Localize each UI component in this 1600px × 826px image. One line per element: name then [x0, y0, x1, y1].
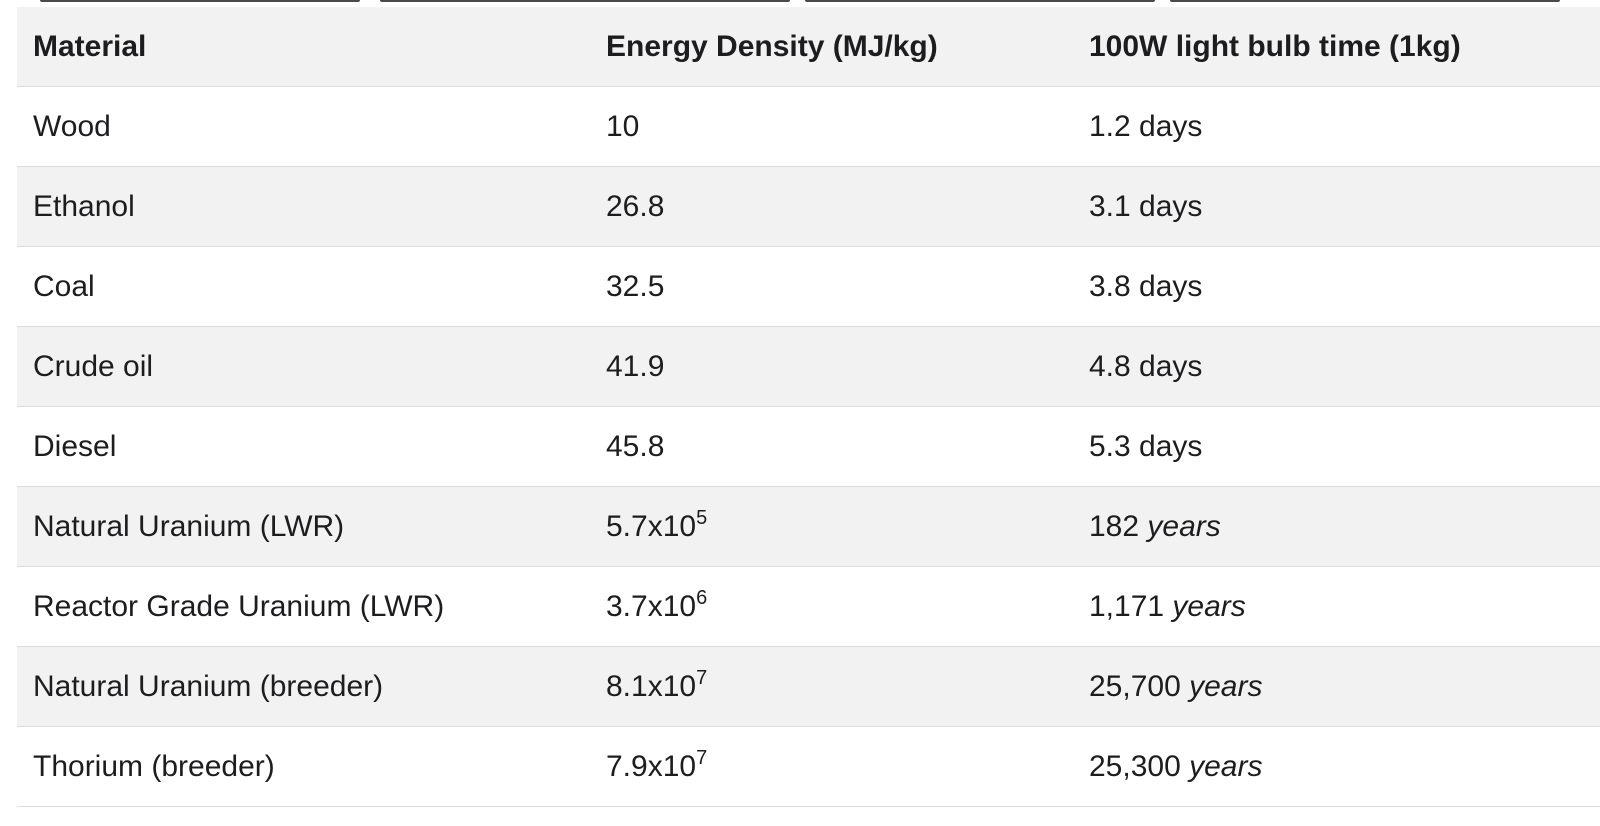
time-value: 4.8 days	[1089, 349, 1203, 383]
table-row: Crude oil 41.9 4.8 days	[17, 326, 1600, 407]
table-body: Wood 10 1.2 days Ethanol 26.8 3.1 days C…	[17, 86, 1600, 807]
density-cell: 45.8	[590, 406, 1073, 487]
time-cell: 4.8 days	[1073, 326, 1600, 407]
header-material: Material	[17, 7, 590, 87]
material-cell: Natural Uranium (breeder)	[17, 646, 590, 727]
table-header: Material Energy Density (MJ/kg) 100W lig…	[17, 7, 1600, 87]
density-cell: 32.5	[590, 246, 1073, 327]
table-row: Ethanol 26.8 3.1 days	[17, 166, 1600, 247]
time-value: 182	[1089, 509, 1148, 543]
clipped-text-line	[0, 0, 1600, 7]
density-cell: 10	[590, 86, 1073, 167]
density-value: 8.1x10	[606, 669, 697, 703]
material-cell: Ethanol	[17, 166, 590, 247]
time-value: 5.3 days	[1089, 429, 1203, 463]
time-cell: 25,300 years	[1073, 726, 1600, 807]
density-cell: 3.7x106	[590, 566, 1073, 647]
material-cell: Crude oil	[17, 326, 590, 407]
density-value: 10	[606, 109, 640, 143]
material-cell: Thorium (breeder)	[17, 726, 590, 807]
density-cell: 8.1x107	[590, 646, 1073, 727]
density-value: 45.8	[606, 429, 665, 463]
density-exponent: 5	[696, 506, 708, 529]
material-cell: Coal	[17, 246, 590, 327]
table-row: Reactor Grade Uranium (LWR) 3.7x106 1,17…	[17, 566, 1600, 647]
time-value: 25,700	[1089, 669, 1190, 703]
time-cell: 1.2 days	[1073, 86, 1600, 167]
time-cell: 3.8 days	[1073, 246, 1600, 327]
time-cell: 182 years	[1073, 486, 1600, 567]
table-row: Natural Uranium (breeder) 8.1x107 25,700…	[17, 646, 1600, 727]
time-value: 3.8 days	[1089, 269, 1203, 303]
time-value: 3.1 days	[1089, 189, 1203, 223]
density-exponent: 7	[696, 746, 708, 769]
material-cell: Diesel	[17, 406, 590, 487]
time-cell: 25,700 years	[1073, 646, 1600, 727]
time-value: 1,171	[1089, 589, 1173, 623]
header-energy-density: Energy Density (MJ/kg)	[590, 7, 1073, 87]
time-value: 25,300	[1089, 749, 1190, 783]
density-cell: 26.8	[590, 166, 1073, 247]
density-value: 26.8	[606, 189, 665, 223]
time-unit: years	[1189, 669, 1263, 703]
table-row: Coal 32.5 3.8 days	[17, 246, 1600, 327]
density-cell: 7.9x107	[590, 726, 1073, 807]
time-cell: 3.1 days	[1073, 166, 1600, 247]
material-cell: Natural Uranium (LWR)	[17, 486, 590, 567]
density-value: 32.5	[606, 269, 665, 303]
time-value: 1.2 days	[1089, 109, 1203, 143]
table-row: Diesel 45.8 5.3 days	[17, 406, 1600, 487]
table-row: Thorium (breeder) 7.9x107 25,300 years	[17, 726, 1600, 807]
density-value: 41.9	[606, 349, 665, 383]
density-cell: 41.9	[590, 326, 1073, 407]
time-cell: 5.3 days	[1073, 406, 1600, 487]
density-cell: 5.7x105	[590, 486, 1073, 567]
header-row: Material Energy Density (MJ/kg) 100W lig…	[17, 7, 1600, 87]
time-cell: 1,171 years	[1073, 566, 1600, 647]
table-row: Wood 10 1.2 days	[17, 86, 1600, 167]
density-exponent: 7	[696, 666, 708, 689]
time-unit: years	[1189, 749, 1263, 783]
material-cell: Reactor Grade Uranium (LWR)	[17, 566, 590, 647]
table-row: Natural Uranium (LWR) 5.7x105 182 years	[17, 486, 1600, 567]
density-value: 7.9x10	[606, 749, 697, 783]
energy-density-table: Material Energy Density (MJ/kg) 100W lig…	[17, 7, 1600, 807]
header-light-bulb-time: 100W light bulb time (1kg)	[1073, 7, 1600, 87]
material-cell: Wood	[17, 86, 590, 167]
time-unit: years	[1147, 509, 1221, 543]
density-value: 3.7x10	[606, 589, 697, 623]
density-exponent: 6	[696, 586, 708, 609]
density-value: 5.7x10	[606, 509, 697, 543]
time-unit: years	[1172, 589, 1246, 623]
